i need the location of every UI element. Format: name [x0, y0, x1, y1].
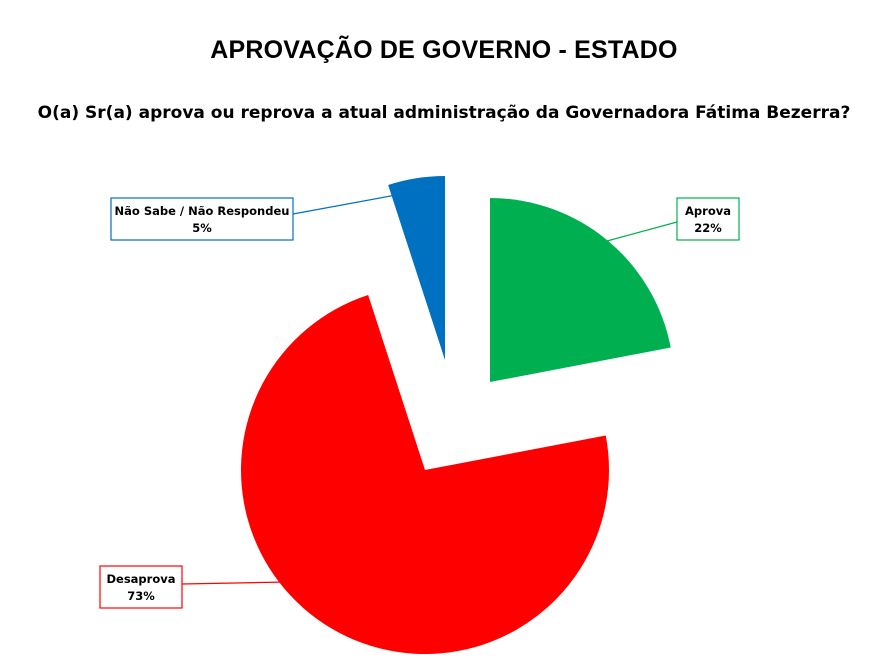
slice-value-label: 5% [192, 221, 212, 235]
slice-label: Desaprova [106, 572, 175, 586]
pie-slice-desaprova [241, 295, 610, 655]
data-label-box [110, 197, 294, 241]
pie-slice-aprova [490, 198, 671, 382]
pie-slice-n-o-sabe-n-o-respondeu [388, 176, 445, 360]
data-label-box [676, 197, 740, 241]
slice-value-label: 73% [127, 589, 155, 603]
leader-line [606, 221, 678, 242]
leader-line [292, 192, 408, 215]
data-label-box [99, 565, 183, 609]
slice-callouts: Aprova 22% Desaprova 73% Não Sabe / Não Resp… [99, 192, 740, 609]
slice-value-label: 22% [694, 221, 722, 235]
slice-label: Não Sabe / Não Respondeu [115, 204, 290, 218]
chart-subtitle: O(a) Sr(a) aprova ou reprova a atual adm… [37, 103, 851, 123]
pie-slices [241, 176, 671, 655]
slice-label: Aprova [685, 204, 731, 218]
chart-title: APROVAÇÃO DE GOVERNO - ESTADO [210, 36, 678, 64]
leader-line [181, 581, 287, 585]
